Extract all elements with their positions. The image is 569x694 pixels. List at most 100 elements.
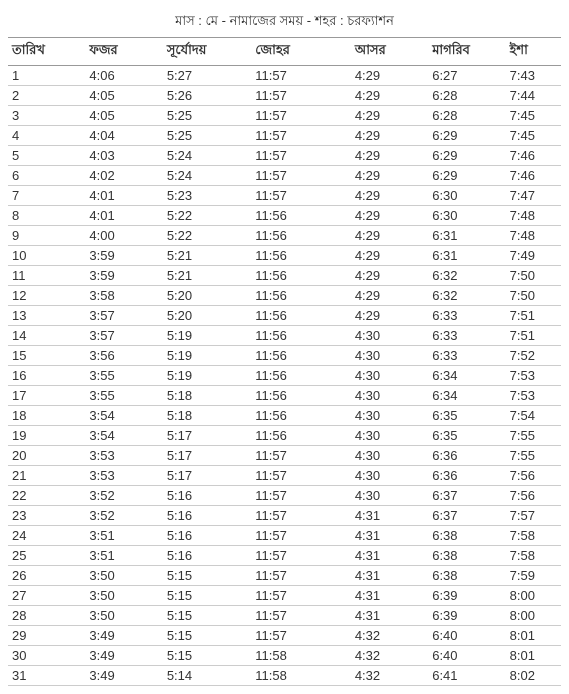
table-cell: 7:58	[506, 546, 561, 566]
table-cell: 4:32	[351, 666, 428, 686]
table-cell: 3:59	[85, 266, 162, 286]
table-cell: 5:17	[163, 426, 251, 446]
table-row: 44:045:2511:574:296:297:45	[8, 126, 561, 146]
table-cell: 4:30	[351, 486, 428, 506]
table-cell: 22	[8, 486, 85, 506]
table-cell: 6:30	[428, 186, 505, 206]
table-row: 253:515:1611:574:316:387:58	[8, 546, 561, 566]
table-cell: 3:52	[85, 486, 162, 506]
table-cell: 11:56	[251, 366, 351, 386]
table-cell: 16	[8, 366, 85, 386]
table-cell: 11:56	[251, 286, 351, 306]
table-cell: 6:30	[428, 206, 505, 226]
table-cell: 4:31	[351, 566, 428, 586]
table-row: 64:025:2411:574:296:297:46	[8, 166, 561, 186]
table-cell: 3:50	[85, 606, 162, 626]
table-cell: 5:16	[163, 526, 251, 546]
table-cell: 3:49	[85, 666, 162, 686]
table-cell: 5:16	[163, 506, 251, 526]
table-cell: 3:59	[85, 246, 162, 266]
table-cell: 24	[8, 526, 85, 546]
table-row: 173:555:1811:564:306:347:53	[8, 386, 561, 406]
table-cell: 6:32	[428, 286, 505, 306]
table-cell: 7:51	[506, 326, 561, 346]
table-cell: 7:51	[506, 306, 561, 326]
table-cell: 6:40	[428, 626, 505, 646]
table-cell: 11:56	[251, 386, 351, 406]
table-cell: 7:50	[506, 266, 561, 286]
table-cell: 11:57	[251, 526, 351, 546]
table-cell: 4:01	[85, 206, 162, 226]
table-cell: 11:56	[251, 246, 351, 266]
table-cell: 7:58	[506, 526, 561, 546]
table-cell: 11:56	[251, 266, 351, 286]
table-cell: 5:15	[163, 606, 251, 626]
table-cell: 11:56	[251, 406, 351, 426]
table-cell: 5:15	[163, 566, 251, 586]
table-cell: 6:39	[428, 606, 505, 626]
table-cell: 8:00	[506, 606, 561, 626]
table-cell: 3:53	[85, 466, 162, 486]
table-cell: 9	[8, 226, 85, 246]
table-row: 54:035:2411:574:296:297:46	[8, 146, 561, 166]
table-cell: 6:27	[428, 66, 505, 86]
table-cell: 11:57	[251, 506, 351, 526]
table-cell: 1	[8, 66, 85, 86]
table-cell: 11:57	[251, 146, 351, 166]
table-cell: 7:57	[506, 506, 561, 526]
table-cell: 18	[8, 406, 85, 426]
table-row: 193:545:1711:564:306:357:55	[8, 426, 561, 446]
table-cell: 11:57	[251, 86, 351, 106]
table-cell: 7:50	[506, 286, 561, 306]
table-cell: 7:55	[506, 446, 561, 466]
table-cell: 6:36	[428, 466, 505, 486]
table-cell: 11:57	[251, 486, 351, 506]
table-cell: 4:30	[351, 326, 428, 346]
table-cell: 7	[8, 186, 85, 206]
table-row: 84:015:2211:564:296:307:48	[8, 206, 561, 226]
table-cell: 5:19	[163, 346, 251, 366]
table-cell: 6:41	[428, 666, 505, 686]
table-row: 34:055:2511:574:296:287:45	[8, 106, 561, 126]
table-cell: 4:30	[351, 386, 428, 406]
table-cell: 4:30	[351, 426, 428, 446]
table-cell: 13	[8, 306, 85, 326]
table-cell: 7:48	[506, 226, 561, 246]
table-cell: 11:57	[251, 626, 351, 646]
table-cell: 15	[8, 346, 85, 366]
table-row: 123:585:2011:564:296:327:50	[8, 286, 561, 306]
table-title: মাস : মে - নামাজের সময় - শহর : চরফ্যাশন	[8, 8, 561, 37]
table-cell: 4:05	[85, 86, 162, 106]
table-cell: 28	[8, 606, 85, 626]
table-row: 24:055:2611:574:296:287:44	[8, 86, 561, 106]
table-cell: 6:37	[428, 506, 505, 526]
table-cell: 4:06	[85, 66, 162, 86]
table-cell: 3:55	[85, 366, 162, 386]
table-cell: 4:29	[351, 66, 428, 86]
table-cell: 4:32	[351, 646, 428, 666]
table-cell: 25	[8, 546, 85, 566]
table-cell: 5:19	[163, 326, 251, 346]
table-cell: 7:53	[506, 366, 561, 386]
table-cell: 3:50	[85, 566, 162, 586]
table-cell: 3:52	[85, 506, 162, 526]
table-row: 263:505:1511:574:316:387:59	[8, 566, 561, 586]
table-cell: 7:48	[506, 206, 561, 226]
table-cell: 3:51	[85, 526, 162, 546]
table-cell: 5:15	[163, 626, 251, 646]
table-cell: 4:30	[351, 446, 428, 466]
table-cell: 11:57	[251, 186, 351, 206]
table-cell: 14	[8, 326, 85, 346]
table-cell: 5:19	[163, 366, 251, 386]
table-cell: 4:29	[351, 186, 428, 206]
table-cell: 7:43	[506, 66, 561, 86]
table-cell: 6:37	[428, 486, 505, 506]
table-cell: 3:49	[85, 626, 162, 646]
column-header: তারিখ	[8, 38, 85, 66]
table-body: 14:065:2711:574:296:277:4324:055:2611:57…	[8, 66, 561, 686]
table-cell: 5:15	[163, 646, 251, 666]
table-cell: 17	[8, 386, 85, 406]
table-cell: 11:56	[251, 346, 351, 366]
table-cell: 5:21	[163, 266, 251, 286]
table-cell: 4:31	[351, 506, 428, 526]
